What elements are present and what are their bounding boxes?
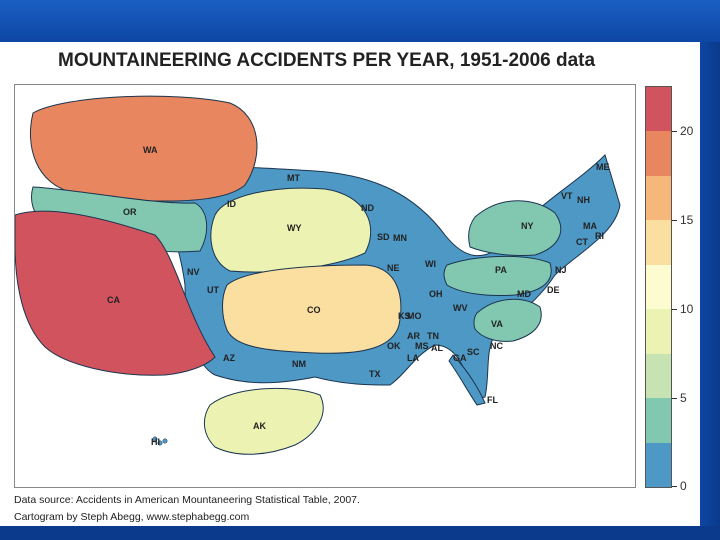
state-label-WI: WI bbox=[425, 259, 436, 269]
state-label-CT: CT bbox=[576, 237, 588, 247]
cartogram-frame: WA OR CA MT ID WY ND SD MN NE WI NV UT CO KS MO OH AZ NM OK… bbox=[14, 84, 636, 488]
legend-tick-mark bbox=[672, 398, 677, 399]
legend-tick-label: 10 bbox=[680, 302, 694, 316]
data-source-caption: Data source: Accidents in American Mount… bbox=[14, 494, 360, 506]
state-label-MS: MS bbox=[415, 341, 429, 351]
state-label-MD: MD bbox=[517, 289, 531, 299]
state-region-HI bbox=[152, 436, 158, 442]
legend-swatch bbox=[646, 131, 671, 177]
state-region-VA bbox=[473, 298, 542, 342]
state-region-PA bbox=[443, 255, 552, 296]
legend-swatch bbox=[646, 353, 671, 399]
legend-swatch bbox=[646, 264, 671, 310]
legend-swatch bbox=[646, 220, 671, 266]
state-label-ND: ND bbox=[361, 203, 374, 213]
state-label-SD: SD bbox=[377, 232, 390, 242]
state-label-CO: CO bbox=[307, 305, 321, 315]
state-region-FL bbox=[448, 354, 486, 406]
state-label-DE: DE bbox=[547, 285, 560, 295]
state-label-MT: MT bbox=[287, 173, 300, 183]
state-label-WA: WA bbox=[143, 145, 158, 155]
state-label-MN: MN bbox=[393, 233, 407, 243]
legend-tick-label: 5 bbox=[680, 391, 687, 405]
state-label-WY: WY bbox=[287, 223, 302, 233]
state-label-NM: NM bbox=[292, 359, 306, 369]
state-label-KS: KS bbox=[398, 311, 411, 321]
state-label-OK: OK bbox=[387, 341, 401, 351]
state-label-VA: VA bbox=[491, 319, 503, 329]
state-label-ME: ME bbox=[596, 162, 610, 172]
state-label-MA: MA bbox=[583, 221, 597, 231]
state-label-AL: AL bbox=[431, 343, 443, 353]
legend-tick-label: 20 bbox=[680, 124, 694, 138]
legend-swatch bbox=[646, 175, 671, 221]
slide-bottom-band bbox=[0, 526, 720, 540]
state-label-AR: AR bbox=[407, 331, 420, 341]
state-region-WA bbox=[29, 95, 258, 202]
slide-top-band bbox=[0, 0, 720, 42]
legend-tick-mark bbox=[672, 486, 677, 487]
state-label-VT: VT bbox=[561, 191, 573, 201]
state-region-HI bbox=[162, 438, 168, 444]
state-label-PA: PA bbox=[495, 265, 507, 275]
legend-swatch bbox=[646, 398, 671, 444]
legend-tick-label: 0 bbox=[680, 479, 687, 493]
state-label-FL: FL bbox=[487, 395, 498, 405]
legend-tick-mark bbox=[672, 309, 677, 310]
state-region-WY bbox=[210, 187, 372, 273]
state-label-GA: GA bbox=[453, 353, 467, 363]
slide-side-band bbox=[700, 42, 720, 540]
state-label-CA: CA bbox=[107, 295, 120, 305]
state-label-NE: NE bbox=[387, 263, 400, 273]
legend-tick-mark bbox=[672, 131, 677, 132]
state-region-CO bbox=[222, 264, 402, 354]
state-label-UT: UT bbox=[207, 285, 219, 295]
state-label-NJ: NJ bbox=[555, 265, 567, 275]
state-label-ID: ID bbox=[227, 199, 237, 209]
state-label-TX: TX bbox=[369, 369, 381, 379]
state-label-OH: OH bbox=[429, 289, 443, 299]
state-label-AK: AK bbox=[253, 421, 266, 431]
state-label-OR: OR bbox=[123, 207, 137, 217]
credit-caption: Cartogram by Steph Abegg, www.stephabegg… bbox=[14, 511, 250, 523]
color-legend-bar bbox=[645, 86, 672, 488]
state-region-CA bbox=[15, 210, 216, 376]
state-label-NH: NH bbox=[577, 195, 590, 205]
legend-swatch bbox=[646, 442, 671, 488]
state-region-AK bbox=[203, 388, 324, 455]
state-label-NC: NC bbox=[490, 341, 503, 351]
state-label-RI: RI bbox=[595, 231, 604, 241]
state-region-NY bbox=[468, 200, 562, 256]
state-label-NY: NY bbox=[521, 221, 534, 231]
state-label-HI: HI bbox=[151, 437, 160, 447]
map-title: MOUNTAINEERING ACCIDENTS PER YEAR, 1951-… bbox=[58, 50, 596, 71]
state-label-WV: WV bbox=[453, 303, 468, 313]
state-label-TN: TN bbox=[427, 331, 439, 341]
state-label-MO: MO bbox=[407, 311, 422, 321]
state-region-HI bbox=[157, 440, 163, 446]
state-label-LA: LA bbox=[407, 353, 419, 363]
state-label-SC: SC bbox=[467, 347, 480, 357]
legend-tick-label: 15 bbox=[680, 213, 694, 227]
legend-tick-mark bbox=[672, 220, 677, 221]
state-label-NV: NV bbox=[187, 267, 200, 277]
legend-swatch bbox=[646, 87, 671, 132]
legend-swatch bbox=[646, 309, 671, 355]
state-label-AZ: AZ bbox=[223, 353, 235, 363]
